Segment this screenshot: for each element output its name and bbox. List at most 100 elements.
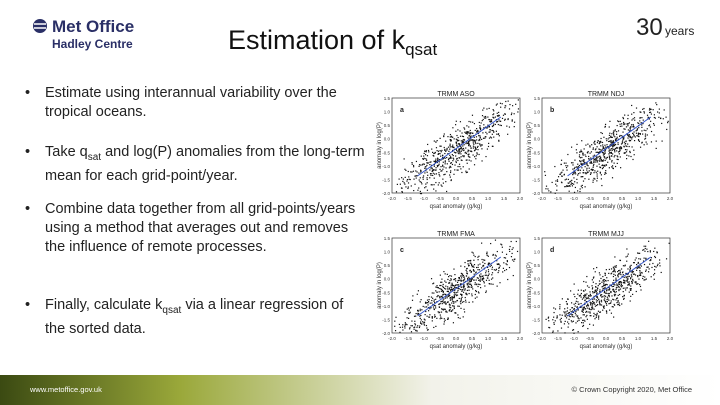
scatter-dot [446,190,448,193]
scatter-dot [548,326,550,329]
panel-letter: b [550,107,554,114]
scatter-dot [601,296,603,298]
scatter-dot [576,167,579,169]
scatter-dot [508,126,511,128]
scatter-dot [610,152,613,154]
scatter-dot [597,159,599,162]
scatter-cloud [394,239,519,333]
scatter-dot [436,285,438,287]
scatter-dot [449,275,451,277]
scatter-dot [489,265,491,268]
scatter-dot [611,136,613,139]
scatter-dot [544,171,546,173]
scatter-dot [493,110,495,112]
scatter-dot [475,136,478,138]
scatter-dot [499,120,501,122]
scatter-dot [410,331,413,333]
scatter-dot [420,171,422,173]
scatter-dot [463,280,465,282]
scatter-dot [409,312,411,314]
scatter-dot [474,255,476,258]
scatter-dot [491,129,493,132]
scatter-dot [471,293,473,295]
scatter-dot [632,123,634,126]
scatter-dot [552,319,554,321]
scatter-dot [613,156,615,158]
scatter-dot [620,167,622,169]
scatter-dot [622,116,624,119]
scatter-dot [485,136,487,138]
scatter-dot [423,318,425,320]
scatter-dot [477,291,480,293]
scatter-dot [472,142,474,144]
scatter-dot [440,170,442,172]
scatter-dot [437,159,439,162]
scatter-dot [431,292,433,294]
scatter-dot [574,166,576,169]
badge-number: 30 [636,14,663,41]
scatter-dot [642,123,644,125]
scatter-dot [623,123,625,126]
scatter-dot [638,132,640,135]
scatter-dot [593,142,595,144]
scatter-dot [424,187,426,189]
scatter-dot [598,148,600,150]
scatter-dot [428,296,430,298]
bullet-text: via a linear regression of the sorted da… [45,297,344,337]
scatter-dot [596,293,598,295]
scatter-dot [557,330,559,332]
scatter-dot [441,300,443,303]
scatter-dot [506,259,508,262]
scatter-dot [470,139,473,141]
scatter-dot [603,305,605,307]
scatter-dot [624,123,626,125]
scatter-dot [649,259,651,262]
scatter-dot [560,321,562,323]
scatter-dot [468,120,470,123]
scatter-dot [613,270,615,272]
scatter-dot [420,170,422,172]
scatter-dot [594,314,596,316]
scatter-dot [608,296,610,298]
scatter-dot [461,294,463,296]
scatter-dot [619,281,622,283]
scatter-dot [638,274,641,276]
scatter-dot [632,126,634,128]
scatter-dot [474,149,476,151]
scatter-dot [430,278,433,280]
scatter-dot [462,274,465,277]
scatter-dot [606,312,608,314]
scatter-dot [565,162,567,164]
scatter-dot [469,281,471,283]
scatter-dot [501,244,503,246]
scatter-dot [437,287,440,289]
scatter-dot [592,287,594,289]
scatter-dot [615,147,617,149]
scatter-dot [583,159,585,161]
scatter-dot [608,272,610,274]
scatter-dot [600,294,602,296]
subscript: sat [87,151,102,163]
scatter-dot [610,284,613,287]
scatter-dot [473,264,476,266]
scatter-dot [554,308,557,310]
scatter-dot [488,131,490,133]
scatter-dot [471,286,473,288]
scatter-dot [633,154,635,156]
scatter-dot [568,315,570,317]
scatter-dot [588,297,590,300]
scatter-dot [631,280,633,283]
scatter-dot [475,155,477,157]
scatter-dot [459,283,462,285]
scatter-dot [440,290,443,292]
scatter-dot [578,303,580,305]
scatter-dot [464,131,466,133]
scatter-dot [431,320,433,322]
scatter-dot [630,155,632,158]
scatter-dot [416,171,418,173]
scatter-dot [577,169,579,172]
scatter-dot [587,327,589,330]
scatter-dot [623,152,625,154]
scatter-dot [430,164,433,166]
scatter-dot [402,324,404,326]
